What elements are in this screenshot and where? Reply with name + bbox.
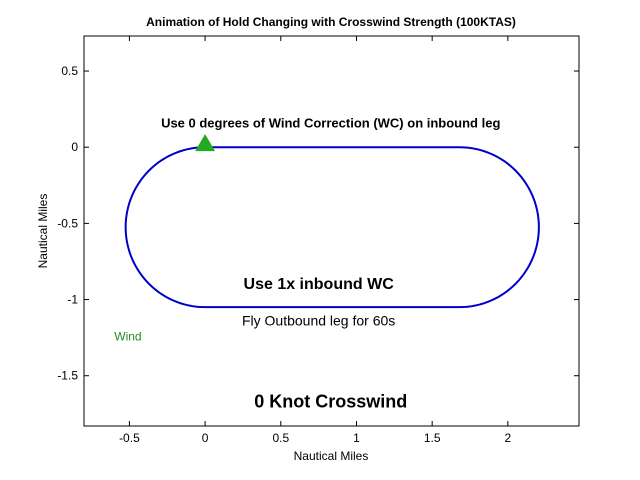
wind-label: Wind	[114, 330, 141, 344]
chart-title: Animation of Hold Changing with Crosswin…	[146, 15, 516, 29]
x-tick-label: 1.5	[424, 431, 441, 445]
axis-ticks: -0.5 0 0.5 1 1.5 2 0.5 0 -0.5 -1 -1.5	[57, 36, 579, 445]
inbound-annotation: Use 0 degrees of Wind Correction (WC) on…	[161, 115, 500, 130]
annotation-layer: Use 0 degrees of Wind Correction (WC) on…	[114, 115, 500, 411]
hold-pattern-track	[124, 146, 540, 309]
y-tick-label: 0	[71, 140, 78, 154]
y-axis-label: Nautical Miles	[36, 194, 50, 269]
y-tick-label: 0.5	[61, 64, 78, 78]
y-tick-label: -1	[67, 293, 78, 307]
outbound-time-annotation: Fly Outbound leg for 60s	[242, 312, 395, 328]
x-tick-label: 0.5	[272, 431, 289, 445]
x-axis-label: Nautical Miles	[294, 449, 369, 463]
x-tick-label: 0	[202, 431, 209, 445]
x-tick-label: -0.5	[119, 431, 140, 445]
plot-area-frame	[83, 35, 580, 427]
y-tick-label: -0.5	[57, 216, 78, 230]
aircraft-triangle-marker	[195, 134, 216, 152]
outbound-wc-annotation: Use 1x inbound WC	[244, 276, 395, 293]
x-tick-label: 2	[505, 431, 512, 445]
x-tick-label: 1	[353, 431, 360, 445]
crosswind-annotation: 0 Knot Crosswind	[254, 392, 407, 412]
data-layer	[124, 134, 540, 309]
y-tick-label: -1.5	[57, 369, 78, 383]
